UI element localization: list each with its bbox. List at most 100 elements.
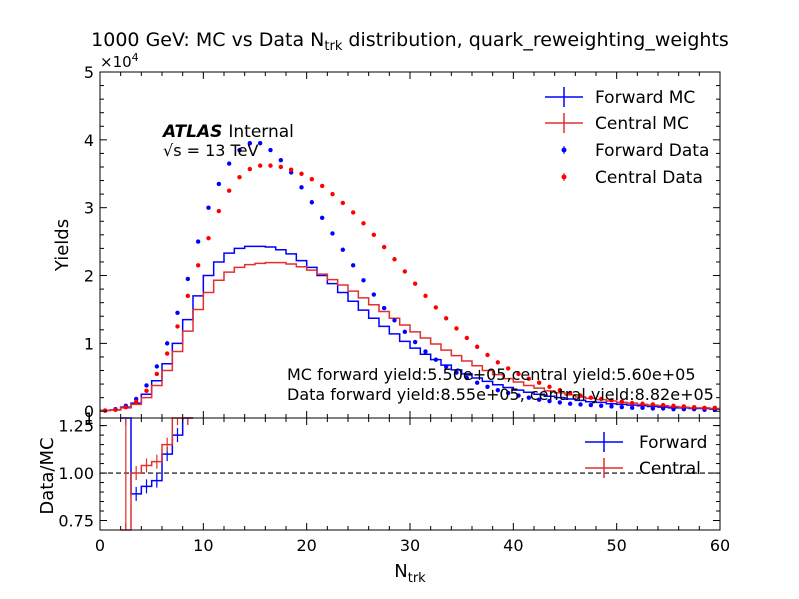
data-point-central-data [247,166,253,172]
data-point-central-data [288,167,294,172]
ratio-axis-ticks: 0 10 20 30 40 50 60 0.75 1.00 1.25 [58,417,730,555]
data-point-forward-data [464,375,470,381]
chart-title: 1000 GeV: MC vs Data Ntrk distribution, … [91,29,729,54]
annotation-data-yield: Data forward yield:8.55e+05, central yie… [287,385,714,404]
data-point-central-data [206,236,211,241]
data-point-forward-data [650,406,656,411]
data-point-central-data [547,384,552,389]
x-tick-label: 60 [710,536,730,555]
legend-entry-central: Central [585,458,701,479]
main-y-tick-label: 5 [84,63,94,82]
x-axis-label: Ntrk [394,561,426,586]
main-plot-area [100,141,720,413]
data-point-forward-data [164,341,170,346]
data-point-forward-data [485,384,490,389]
main-y-tick-label: 0 [84,402,94,421]
main-y-tick-label-clipped: 1 [84,409,94,428]
data-point-forward-data [350,263,356,268]
data-point-forward-data [454,370,459,375]
series-forward-mc-line [100,245,720,412]
legend-entry-central-data: Central Data [561,168,703,188]
data-point-forward-data [629,405,635,411]
data-point-central-data [505,366,511,371]
legend-label-central-data: Central Data [595,168,703,188]
data-point-central-data [567,390,573,396]
x-tick-label: 0 [95,536,105,555]
data-point-forward-data [257,141,263,146]
data-point-forward-data [309,200,315,205]
data-point-forward-data [195,239,201,244]
data-point-central-data [640,401,645,406]
data-point-central-data [164,351,170,356]
data-point-central-data [660,402,666,408]
data-point-central-data [671,403,676,408]
data-point-forward-data [340,247,346,252]
data-point-forward-data [547,398,552,404]
data-point-central-data [588,395,594,400]
data-point-central-data [226,188,232,193]
data-point-forward-data [371,292,377,297]
data-point-central-data [423,293,428,299]
x-tick-label: 30 [400,536,420,555]
data-point-central-data [402,269,408,274]
data-point-central-data [485,352,490,358]
legend-entry-forward-mc: Forward MC [545,87,695,108]
data-point-central-data [102,408,108,413]
data-point-central-data [598,396,604,402]
x-tick-label: 20 [296,536,316,555]
data-point-central-data [133,399,139,404]
energy-label: √s = 13 TeV [163,141,258,160]
data-point-forward-data [392,318,397,323]
ratio-y-tick-label: 0.75 [58,512,94,531]
data-point-central-data [330,191,335,197]
data-point-forward-data [557,400,563,405]
data-point-forward-data [330,231,335,236]
data-point-forward-data [526,395,532,400]
data-point-forward-data [640,405,645,411]
chart-title-suffix: distribution, quark_reweighting_weights [342,29,728,51]
x-axis-label-subscript: trk [408,571,426,586]
data-point-central-data [257,163,263,168]
legend-label-central-mc: Central MC [595,114,689,134]
data-point-central-data [557,387,563,393]
data-point-forward-data [268,147,273,153]
data-point-forward-data [154,364,160,369]
data-point-forward-data [185,276,191,282]
data-point-central-data [340,200,346,206]
data-point-central-data [216,208,222,214]
data-point-central-data [154,371,160,377]
data-point-forward-data [319,215,325,221]
data-point-central-data [237,174,242,180]
data-point-forward-data [423,349,428,354]
data-point-forward-data [237,147,242,153]
legend-label-forward-data: Forward Data [595,141,709,161]
data-point-central-data [629,400,635,406]
data-point-central-data [712,405,718,411]
legend-entry-central-mc: Central MC [545,113,689,134]
data-point-central-data [123,404,129,410]
data-point-forward-data [144,383,149,388]
data-point-central-data [144,388,149,394]
y-multiplier: ×104 [100,51,139,71]
data-point-central-data [578,393,583,398]
legend-entry-forward: Forward [585,432,707,453]
ratio-panel: 0 10 20 30 40 50 60 0.75 1.00 1.25 Data/MC Ntrk F… [37,417,730,586]
atlas-status: Internal [228,122,294,142]
data-point-forward-data [495,387,501,393]
main-y-tick-label: 3 [84,199,94,218]
atlas-text: ATLAS [161,122,222,142]
ratio-y-tick-label: 1.00 [58,464,94,483]
data-point-central-data [526,376,532,381]
data-point-central-data [516,371,521,377]
atlas-label: ATLAS Internal [161,122,294,142]
data-point-central-data [619,399,625,404]
data-point-central-data [702,405,707,411]
data-point-forward-data [299,185,304,190]
data-point-forward-data [402,329,408,335]
annotation-mc-yield: MC forward yield:5.50e+05,central yield:… [287,365,696,384]
data-point-central-data [443,316,449,321]
main-y-tick-label: 4 [84,131,94,150]
y-multiplier-exponent: 4 [132,51,139,64]
x-tick-label: 50 [606,536,626,555]
data-point-central-data [113,407,118,413]
